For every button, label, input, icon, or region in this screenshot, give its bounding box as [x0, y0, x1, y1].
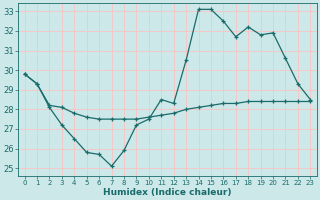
- X-axis label: Humidex (Indice chaleur): Humidex (Indice chaleur): [103, 188, 232, 197]
